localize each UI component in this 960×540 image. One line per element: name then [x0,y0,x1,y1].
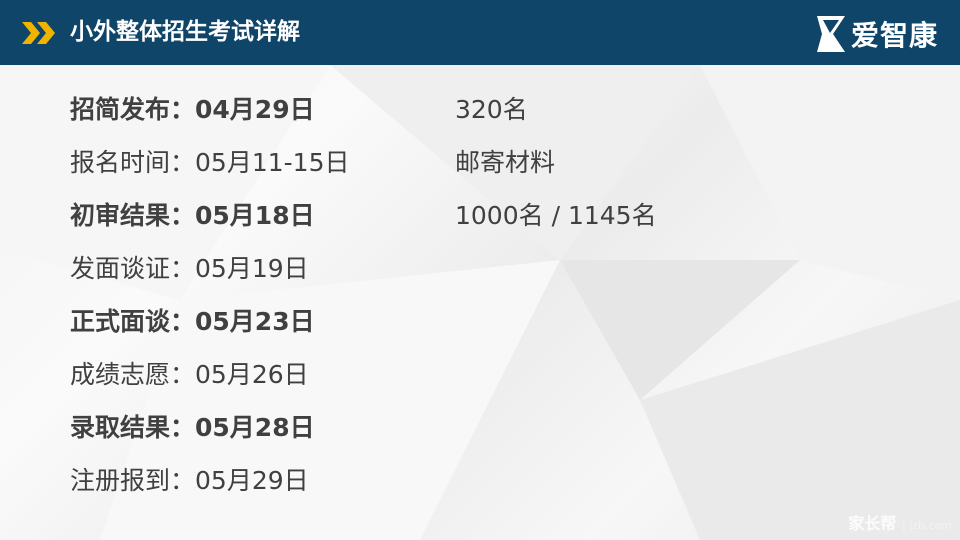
schedule-date: 04月29日 [195,95,315,124]
schedule-date: 05月26日 [195,360,309,389]
schedule-row: 初审结果：05月18日 [70,199,315,233]
schedule-label: 注册报到： [70,466,196,495]
schedule-label: 报名时间： [70,148,196,177]
schedule-label: 初审结果： [70,201,196,230]
note-mail: 邮寄材料 [455,148,556,177]
schedule-label: 录取结果： [70,413,196,442]
header-bar: 小外整体招生考试详解 爱智康 [0,0,960,65]
logo-text: 爱智康 [850,19,938,52]
schedule-date: 05月11-15日 [195,148,350,177]
schedule-row: 成绩志愿：05月26日 [70,358,309,392]
page-title: 小外整体招生考试详解 [70,19,300,45]
schedule-row: 注册报到：05月29日 [70,464,309,498]
schedule-row: 发面谈证：05月19日 [70,252,309,286]
schedule-row: 招简发布：04月29日 [70,93,315,127]
logo-mark-icon [816,16,845,52]
watermark: 家长帮 | jzb.com [848,514,952,533]
schedule-date: 05月19日 [195,254,309,283]
schedule-date: 05月23日 [195,307,315,336]
schedule-row: 录取结果：05月28日 [70,411,315,445]
schedule-label: 发面谈证： [70,254,196,283]
schedule-date: 05月18日 [195,201,315,230]
schedule-label: 成绩志愿： [70,360,196,389]
brand-logo: 爱智康 [816,14,938,54]
schedule-row: 报名时间：05月11-15日 [70,146,349,180]
note-pass-count: 1000名 / 1145名 [455,201,657,230]
schedule-row: 正式面谈：05月23日 [70,305,315,339]
schedule-label: 正式面谈： [70,307,196,336]
schedule-label: 招简发布： [70,95,196,124]
schedule-date: 05月29日 [195,466,309,495]
schedule-date: 05月28日 [195,413,315,442]
note-quota: 320名 [455,95,528,124]
double-chevron-icon [22,22,55,44]
